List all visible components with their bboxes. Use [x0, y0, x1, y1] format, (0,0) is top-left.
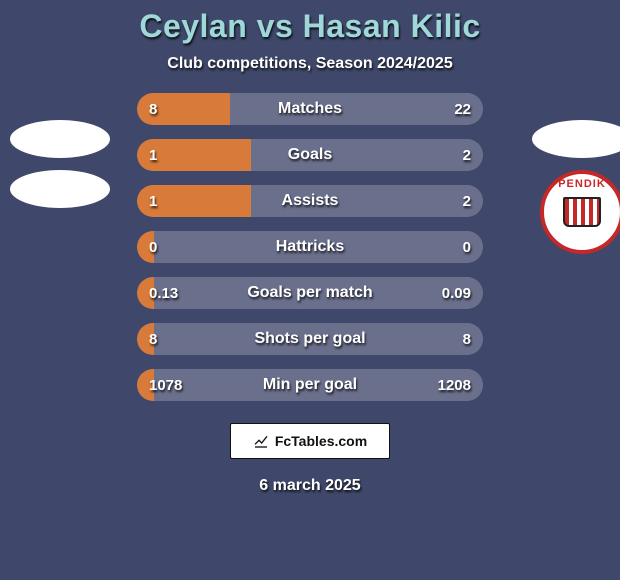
stat-bar-right — [154, 369, 483, 401]
stat-row: 822Matches — [137, 93, 483, 125]
chart-icon — [253, 433, 269, 449]
stat-row: 00Hattricks — [137, 231, 483, 263]
comparison-card: Ceylan vs Hasan Kilic Club competitions,… — [0, 0, 620, 580]
stat-bar-right — [154, 323, 483, 355]
stat-row: 10781208Min per goal — [137, 369, 483, 401]
page-title: Ceylan vs Hasan Kilic — [139, 8, 480, 45]
stat-bar-right — [251, 185, 483, 217]
stat-row: 88Shots per goal — [137, 323, 483, 355]
stat-bar-left — [137, 277, 154, 309]
brand-text: FcTables.com — [275, 433, 367, 449]
stat-bar-left — [137, 231, 154, 263]
stat-bar-left — [137, 185, 251, 217]
stat-bar-right — [251, 139, 483, 171]
subtitle: Club competitions, Season 2024/2025 — [167, 55, 452, 73]
stat-bar-left — [137, 93, 230, 125]
stat-bar-left — [137, 139, 251, 171]
stat-bars: 822Matches 12Goals 12Assists 00Hattricks 0.1… — [0, 93, 620, 401]
stat-bar-left — [137, 323, 154, 355]
stat-row: 12Assists — [137, 185, 483, 217]
stat-bar-right — [230, 93, 483, 125]
brand-badge: FcTables.com — [230, 423, 390, 459]
date-text: 6 march 2025 — [259, 477, 360, 495]
stat-bar-right — [154, 231, 483, 263]
stat-row: 0.130.09Goals per match — [137, 277, 483, 309]
stat-row: 12Goals — [137, 139, 483, 171]
stat-bar-right — [154, 277, 483, 309]
stat-bar-left — [137, 369, 154, 401]
